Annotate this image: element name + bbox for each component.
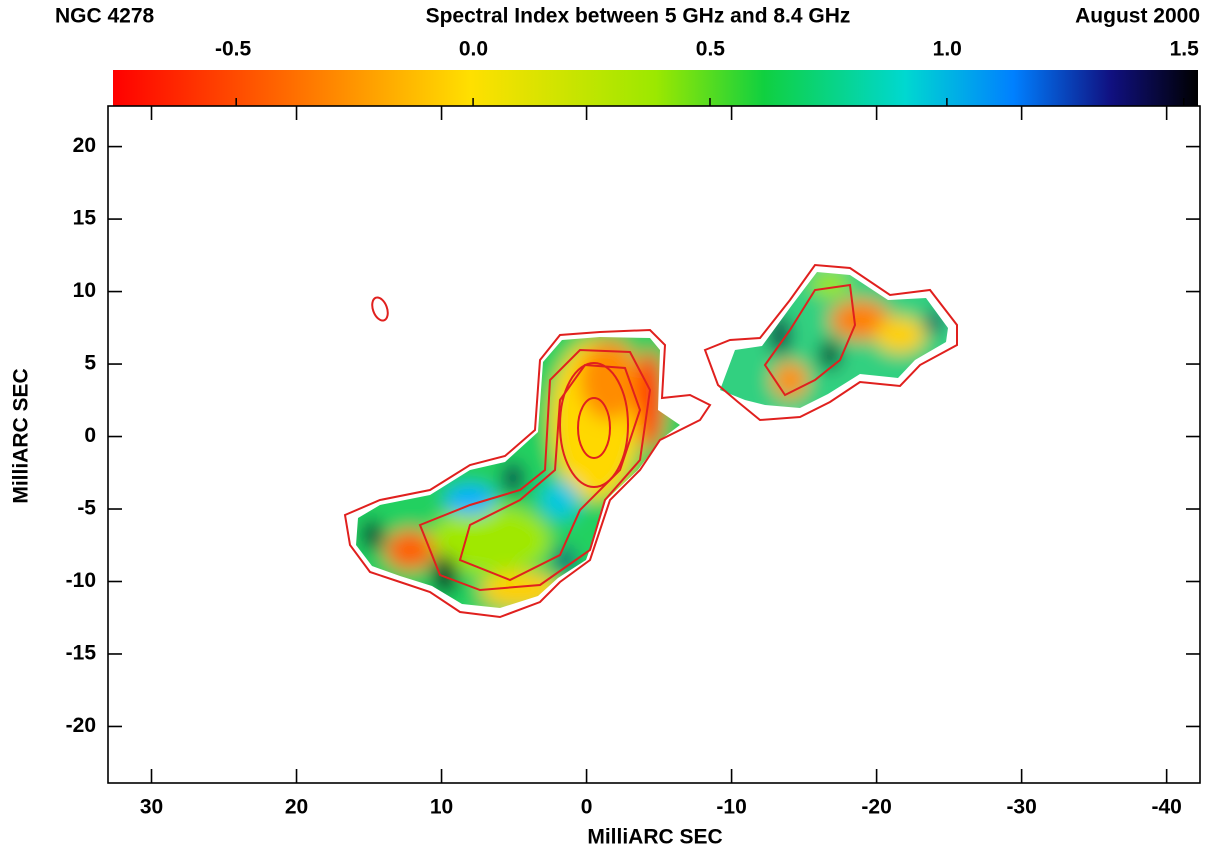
contour [703, 263, 958, 422]
plot-frame [107, 105, 1201, 784]
y-tick-label: -5 [77, 497, 96, 520]
x-axis-label: MilliARC SEC [587, 826, 722, 849]
colorbar-tick-label: 0.0 [459, 38, 488, 61]
y-tick-label: -10 [66, 569, 96, 592]
contour [343, 328, 712, 619]
x-tick-label: 10 [430, 796, 453, 819]
y-tick-label: 10 [73, 279, 96, 302]
contour [458, 363, 642, 582]
x-tick-label: -20 [861, 796, 891, 819]
y-axis-label: MilliARC SEC [10, 368, 33, 503]
colorbar-tick-label: -0.5 [215, 38, 252, 61]
x-tick-label: -30 [1006, 796, 1036, 819]
contour [418, 348, 652, 592]
object-name: NGC 4278 [55, 5, 155, 28]
contour [763, 283, 857, 397]
contour [559, 362, 629, 488]
x-tick-label: 0 [581, 796, 593, 819]
y-tick-label: 15 [73, 207, 97, 230]
chart-title: Spectral Index between 5 GHz and 8.4 GHz [426, 5, 851, 28]
colorbar-tick-label: 1.5 [1170, 38, 1200, 61]
x-tick-label: -40 [1151, 796, 1181, 819]
y-tick-label: 20 [73, 134, 96, 157]
y-tick-label: 5 [84, 352, 96, 375]
x-tick-label: -10 [716, 796, 746, 819]
colorbar-tick-label: 0.5 [696, 38, 726, 61]
contour [371, 296, 389, 322]
x-tick-label: 20 [285, 796, 308, 819]
colorbar [113, 70, 1198, 106]
y-tick-label: 0 [84, 424, 96, 447]
contour [577, 397, 611, 459]
colorbar-tick-label: 1.0 [933, 38, 962, 61]
date: August 2000 [1075, 5, 1200, 28]
y-tick-label: -20 [66, 714, 96, 737]
contours [343, 263, 958, 619]
x-tick-label: 30 [140, 796, 163, 819]
y-tick-label: -15 [66, 642, 97, 665]
